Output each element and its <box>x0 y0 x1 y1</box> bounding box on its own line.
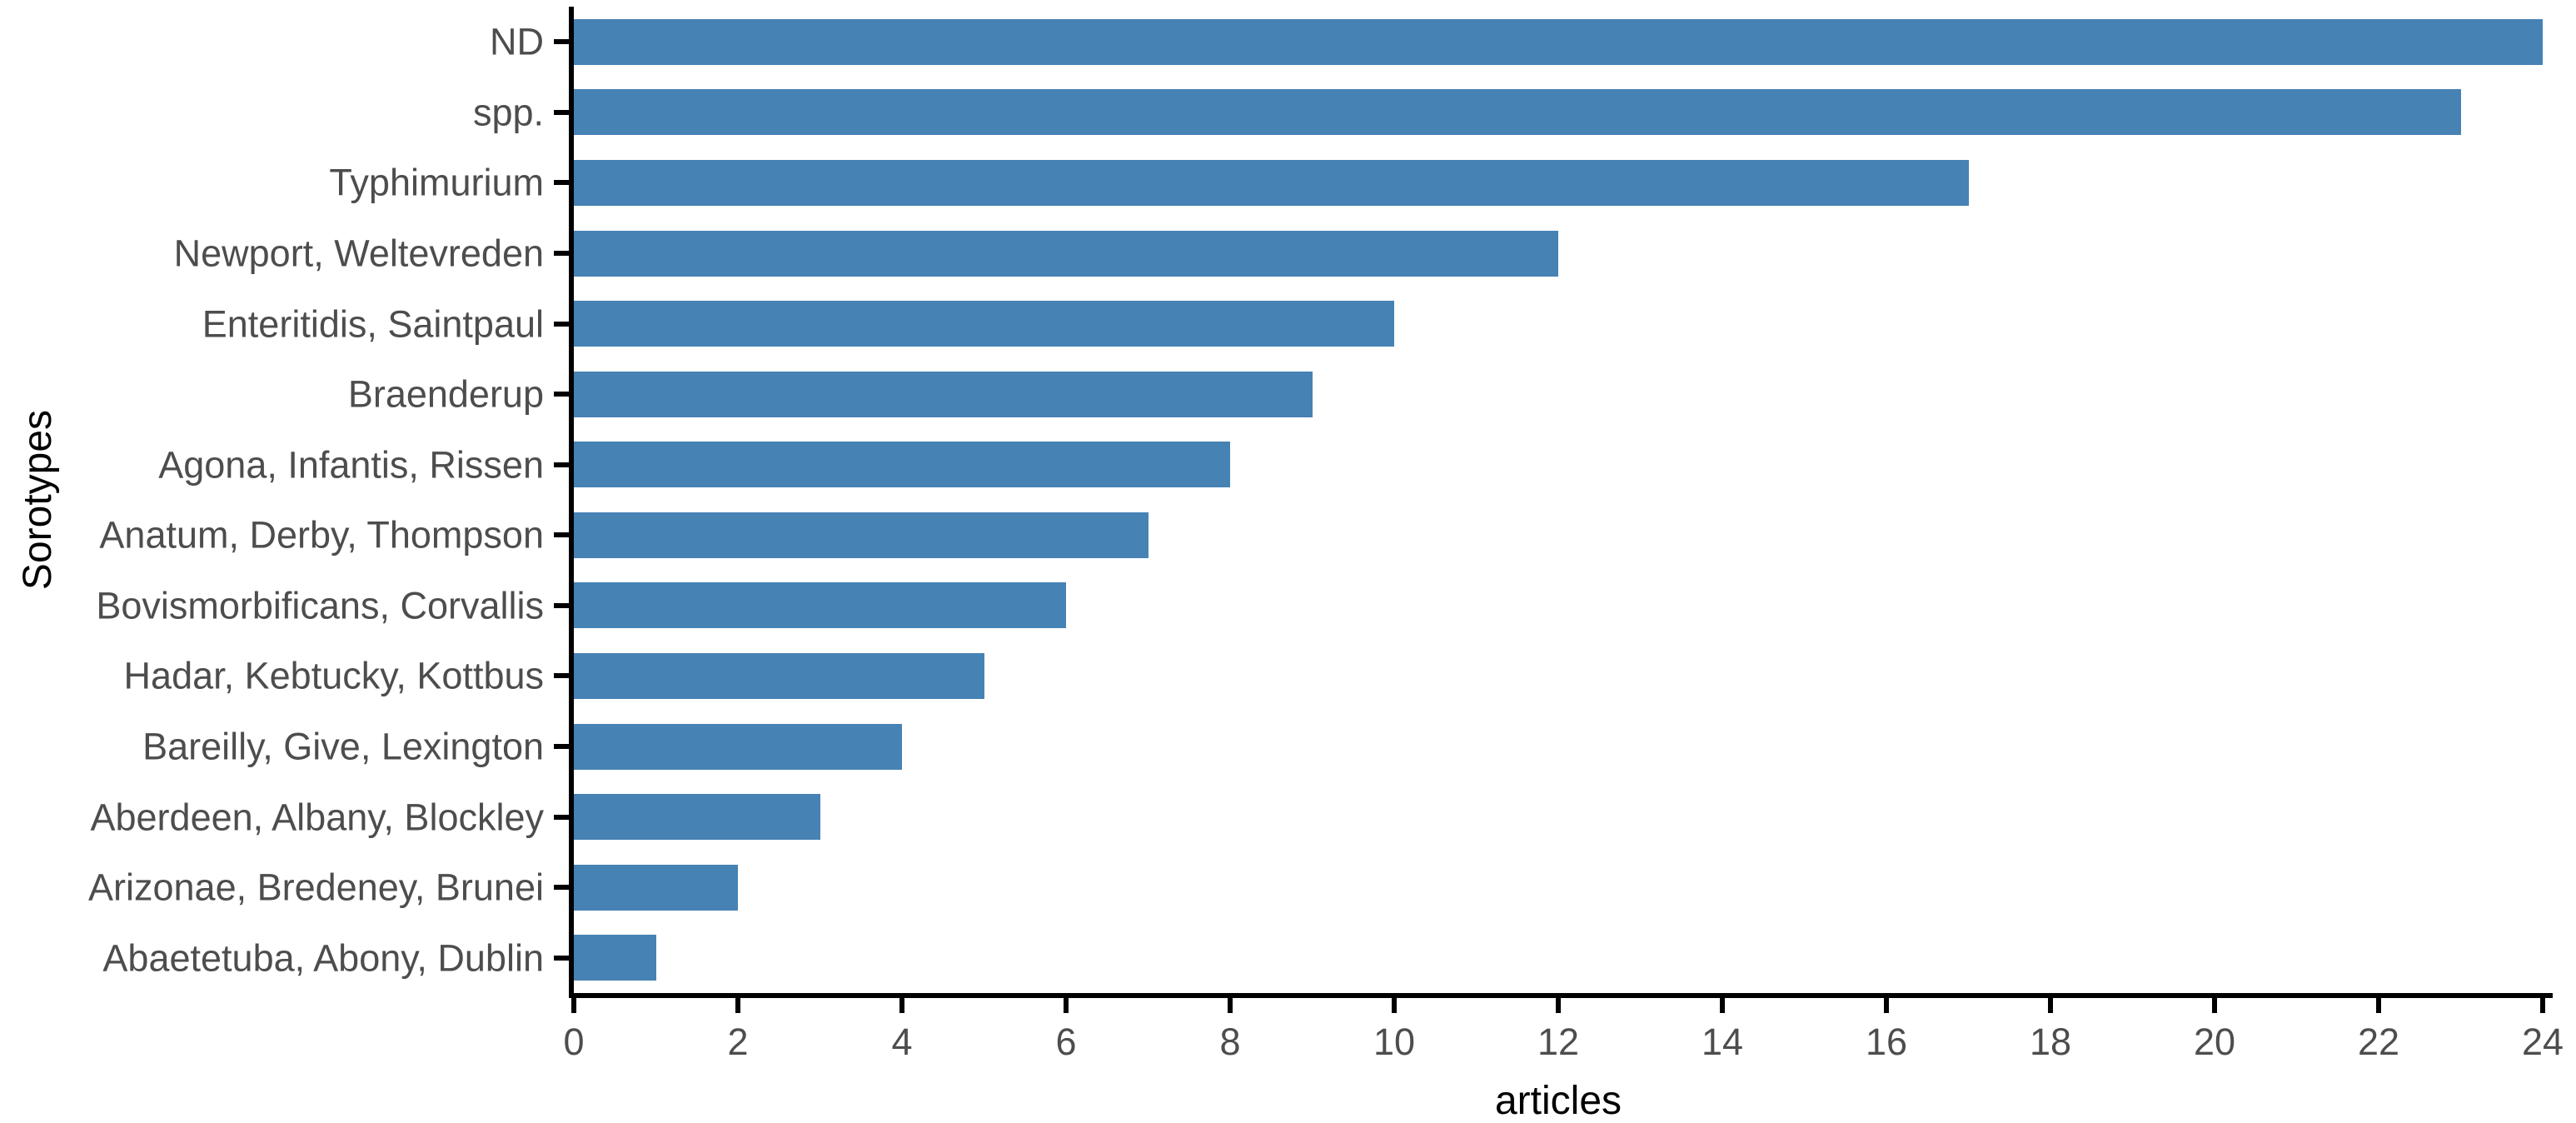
x-tick-label: 10 <box>1373 1021 1416 1063</box>
category-label: Braenderup <box>347 372 544 416</box>
bar <box>574 512 1148 558</box>
x-tick-label: 24 <box>2521 1021 2564 1063</box>
bar <box>574 935 656 981</box>
bar-rows: ND spp. Typhimurium Newport, Weltevreden Ent… <box>88 7 2543 994</box>
bar-row: spp. <box>473 77 2543 148</box>
x-tick-label: 4 <box>891 1021 913 1063</box>
category-label: ND <box>490 20 544 63</box>
y-tick-mark <box>554 814 569 820</box>
x-tick-mark <box>2212 998 2217 1013</box>
category-label: Abaetetuba, Abony, Dublin <box>102 936 544 980</box>
bar-row: Arizonae, Bredeney, Brunei <box>88 852 2543 923</box>
bar-row: Abaetetuba, Abony, Dublin <box>102 923 2543 994</box>
plot-area: ND spp. Typhimurium Newport, Weltevreden Ent… <box>88 7 2564 1121</box>
bar <box>574 442 1230 488</box>
bar <box>574 652 984 699</box>
category-label: Typhimurium <box>329 161 544 204</box>
category-label: Hadar, Kebtucky, Kottbus <box>123 654 544 697</box>
category-label: Enteritidis, Saintpaul <box>202 302 544 346</box>
bar-row: Newport, Weltevreden <box>174 218 2543 289</box>
x-tick-label: 14 <box>1701 1021 1744 1063</box>
category-label: Agona, Infantis, Rissen <box>158 443 544 487</box>
bar-row: Bareilly, Give, Lexington <box>142 711 2543 782</box>
bar <box>574 159 1969 206</box>
bar <box>574 301 1394 347</box>
y-tick-mark <box>554 955 569 961</box>
x-tick-mark <box>899 998 904 1013</box>
x-tick-mark <box>2048 998 2053 1013</box>
x-tick-mark <box>1556 998 1561 1013</box>
category-label: Bareilly, Give, Lexington <box>142 725 544 768</box>
bar-row: Braenderup <box>348 359 2543 430</box>
x-tick-label: 20 <box>2193 1021 2236 1063</box>
y-tick-mark <box>554 885 569 891</box>
bar <box>574 89 2461 136</box>
y-tick-mark <box>554 392 569 397</box>
x-tick-label: 6 <box>1055 1021 1077 1063</box>
x-tick-mark <box>1392 998 1397 1013</box>
bar-row: Aberdeen, Albany, Blockley <box>90 781 2543 852</box>
category-label: Anatum, Derby, Thompson <box>99 513 544 557</box>
bar <box>574 371 1313 417</box>
bar <box>574 18 2543 65</box>
x-tick-label: 2 <box>727 1021 749 1063</box>
bar-row: Hadar, Kebtucky, Kottbus <box>124 641 2543 711</box>
y-tick-mark <box>554 180 569 186</box>
x-tick-label: 22 <box>2357 1021 2400 1063</box>
bar-row: Agona, Infantis, Rissen <box>158 429 2543 500</box>
x-axis: 0 2 4 6 8 10 12 14 16 18 20 22 24 <box>563 7 2564 1061</box>
x-tick-label: 8 <box>1219 1021 1241 1063</box>
x-axis-title: articles <box>1494 1079 1622 1123</box>
x-axis-line <box>569 993 2553 998</box>
y-tick-mark <box>554 673 569 679</box>
y-tick-mark <box>554 744 569 750</box>
bar-row: Anatum, Derby, Thompson <box>99 500 2543 571</box>
x-tick-mark <box>2376 998 2381 1013</box>
x-tick-label: 12 <box>1537 1021 1580 1063</box>
y-tick-mark <box>554 109 569 115</box>
x-tick-mark <box>1720 998 1725 1013</box>
y-tick-mark <box>554 532 569 538</box>
category-label: Aberdeen, Albany, Blockley <box>90 796 544 839</box>
bar <box>574 230 1558 277</box>
bar <box>574 864 738 911</box>
bar-row: Bovismorbificans, Corvallis <box>96 571 2543 641</box>
x-tick-mark <box>2540 998 2545 1013</box>
bar <box>574 723 902 770</box>
x-tick-label: 18 <box>2029 1021 2072 1063</box>
x-tick-mark <box>571 998 576 1013</box>
y-tick-mark <box>554 462 569 467</box>
x-tick-label: 0 <box>563 1021 585 1063</box>
y-tick-mark <box>554 251 569 257</box>
y-axis-title: Sorotypes <box>16 409 60 591</box>
x-tick-mark <box>1064 998 1069 1013</box>
category-label: Bovismorbificans, Corvallis <box>96 584 544 627</box>
category-label: spp. <box>472 91 544 134</box>
category-label: Arizonae, Bredeney, Brunei <box>88 866 544 909</box>
x-tick-mark <box>1228 998 1233 1013</box>
bar-row: Enteritidis, Saintpaul <box>202 288 2543 359</box>
bar-row: Typhimurium <box>329 147 2543 218</box>
y-tick-mark <box>554 39 569 45</box>
x-tick-mark <box>1884 998 1889 1013</box>
x-tick-mark <box>735 998 740 1013</box>
y-tick-mark <box>554 602 569 608</box>
y-axis-line <box>569 7 574 998</box>
bar <box>574 582 1066 629</box>
x-tick-label: 16 <box>1865 1021 1908 1063</box>
y-axis-title-container: Sorotypes <box>0 7 77 993</box>
bar-row: ND <box>490 7 2543 77</box>
category-label: Newport, Weltevreden <box>173 232 544 275</box>
y-tick-mark <box>554 321 569 327</box>
bar <box>574 794 820 841</box>
